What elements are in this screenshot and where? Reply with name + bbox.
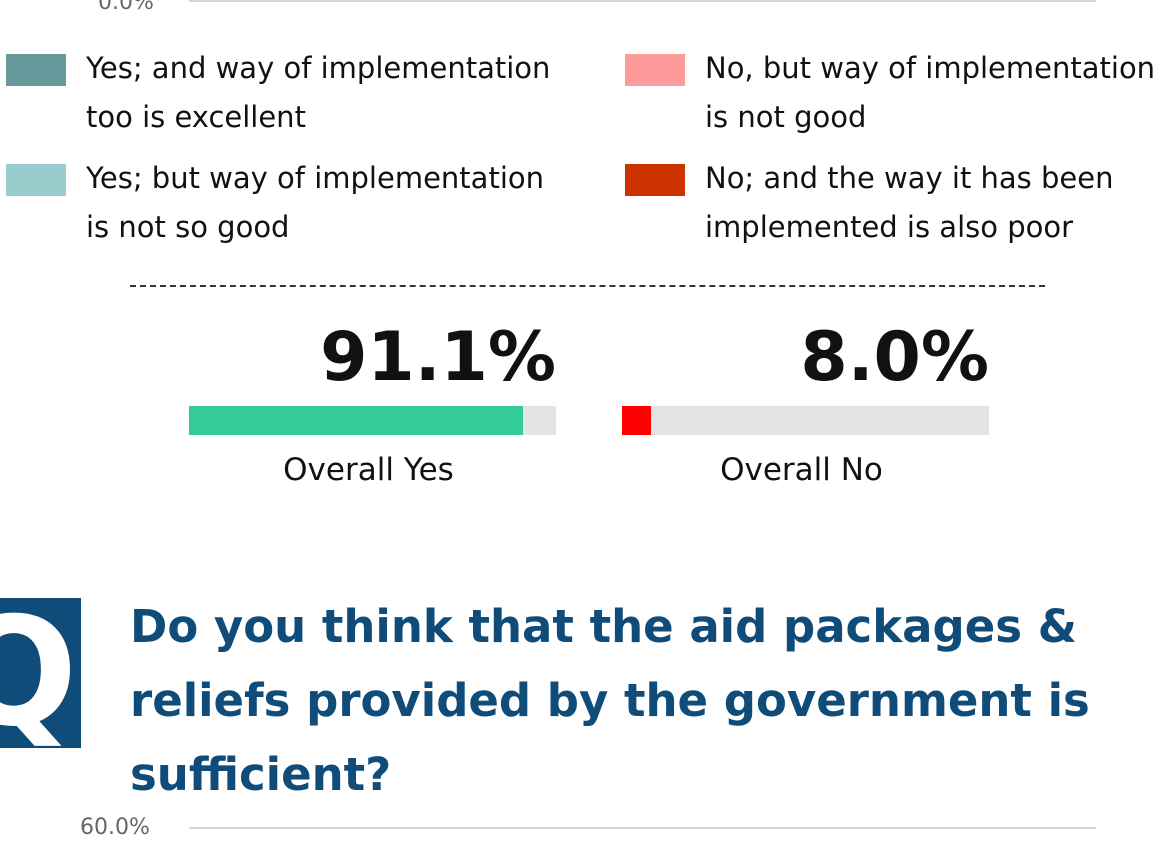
legend-item: No; and the way it has been implemented … bbox=[625, 161, 1176, 252]
q-badge: Q bbox=[0, 598, 81, 748]
question-text: Do you think that the aid packages & rel… bbox=[130, 600, 1090, 801]
legend-label: No, but way of implementation is not goo… bbox=[705, 51, 1156, 134]
legend-label: Yes; and way of implementation too is ex… bbox=[86, 51, 551, 134]
grid-line bbox=[189, 827, 1096, 829]
summary-track bbox=[622, 406, 989, 435]
tick-label: 60.0% bbox=[80, 815, 150, 840]
summary-bar bbox=[622, 406, 652, 435]
legend-swatch bbox=[625, 164, 685, 196]
legend-label: No; and the way it has been implemented … bbox=[705, 161, 1114, 244]
legend-swatch bbox=[6, 164, 66, 196]
summary-value: 8.0% bbox=[800, 318, 989, 397]
grid-line bbox=[189, 0, 1096, 2]
legend-item: Yes; but way of implementation is not so… bbox=[6, 161, 566, 252]
divider bbox=[130, 285, 1045, 287]
summary-track bbox=[189, 406, 556, 435]
q-letter: Q bbox=[0, 598, 78, 748]
legend-swatch bbox=[625, 54, 685, 86]
legend-item: No, but way of implementation is not goo… bbox=[625, 51, 1176, 142]
legend-swatch bbox=[6, 54, 66, 86]
tick-label: 0.0% bbox=[98, 0, 154, 15]
summary-label: Overall Yes bbox=[283, 452, 454, 488]
summary-bar bbox=[189, 406, 524, 435]
summary-value: 91.1% bbox=[320, 318, 556, 397]
legend-item: Yes; and way of implementation too is ex… bbox=[6, 51, 566, 142]
summary-label: Overall No bbox=[720, 452, 883, 488]
legend-label: Yes; but way of implementation is not so… bbox=[86, 161, 544, 244]
